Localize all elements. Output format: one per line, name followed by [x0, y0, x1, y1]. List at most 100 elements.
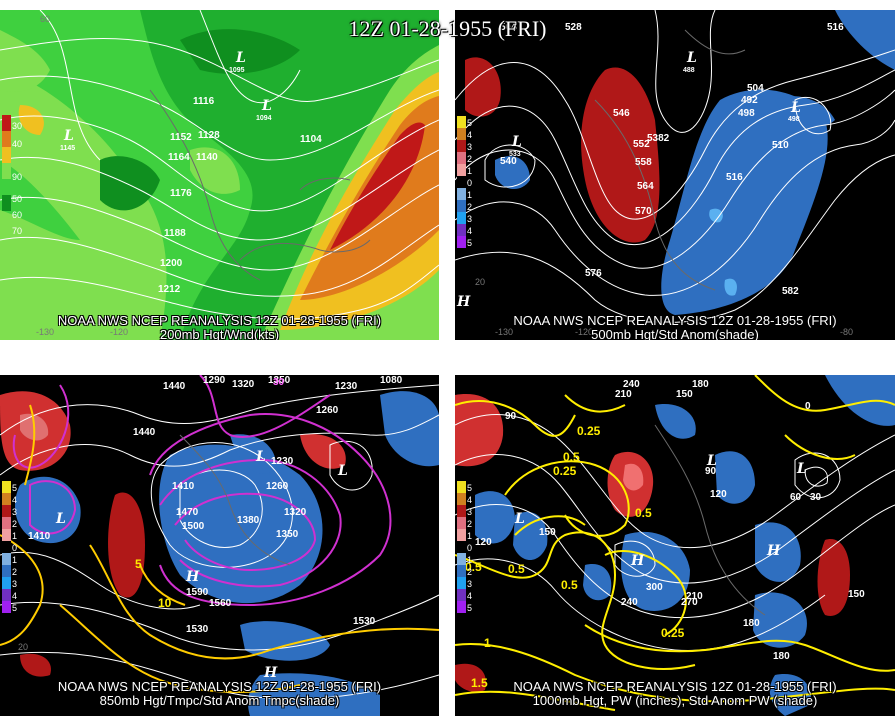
temp-label: 10	[158, 596, 172, 610]
legend-label: 60	[12, 210, 23, 220]
pw-label: 0.25	[553, 464, 577, 478]
low-value: 498	[788, 116, 800, 123]
low-center: L	[261, 98, 272, 114]
panel-1000mb: 240 210 180 150 120 90 60 30 0 270 300 2…	[455, 375, 895, 716]
height-label: 1128	[198, 130, 220, 141]
legend-label: 90	[12, 172, 23, 182]
height-label: 150	[539, 527, 556, 538]
panel-caption: NOAA NWS NCEP REANALYSIS 12Z 01-28-1955 …	[0, 680, 439, 708]
map-1000mb: 240 210 180 150 120 90 60 30 0 270 300 2…	[455, 375, 895, 716]
legend-label: 4	[12, 591, 18, 601]
legend-label: 5	[12, 603, 18, 613]
height-label: 1440	[163, 381, 186, 392]
high-center: H	[630, 553, 645, 569]
height-label: 552	[633, 139, 650, 150]
height-label: 240	[621, 597, 638, 608]
lat-label: 20	[475, 277, 485, 287]
legend-label: 0	[467, 543, 473, 553]
lat-label: 60	[40, 14, 50, 24]
height-label: 1500	[182, 521, 205, 532]
height-label: 1410	[172, 481, 195, 492]
legend-label: 5	[467, 483, 473, 493]
caption-line2: 200mb Hgt/Wnd(kts)	[159, 327, 280, 341]
height-label: 1260	[316, 405, 339, 416]
high-center: H	[456, 294, 471, 310]
temp-label: 5	[135, 557, 142, 571]
legend-label: 2	[467, 567, 473, 577]
height-label: 1320	[232, 379, 255, 390]
height-label: 1350	[276, 529, 299, 540]
low-value: 1145	[60, 145, 75, 152]
low-value: 488	[683, 67, 695, 74]
height-label: 150	[676, 389, 693, 400]
legend-label: 3	[12, 579, 18, 589]
legend-label: 3	[12, 507, 18, 517]
temp-label: 30	[273, 377, 285, 388]
height-label: 582	[782, 286, 799, 297]
height-label: 90	[705, 466, 717, 477]
caption-line1: NOAA NWS NCEP REANALYSIS 12Z 01-28-1955 …	[513, 679, 837, 694]
height-label: 564	[637, 181, 654, 192]
high-center: H	[185, 569, 200, 585]
height-label: 210	[686, 591, 703, 602]
lon-label: -120	[575, 327, 593, 337]
height-label: 1164	[168, 152, 190, 163]
low-value: 533	[509, 151, 521, 158]
figure-title: 12Z 01-28-1955 (FRI)	[348, 16, 547, 41]
height-label: 1350	[268, 375, 291, 386]
height-label: 1104	[300, 134, 322, 145]
height-label: 1230	[335, 381, 358, 392]
low-center: L	[255, 449, 266, 465]
height-label: 516	[827, 22, 844, 33]
height-label: 0	[805, 401, 811, 412]
lat-label: 20	[18, 642, 28, 652]
pw-label: 0.25	[577, 424, 601, 438]
height-label: 210	[615, 389, 632, 400]
legend-label: 1	[12, 555, 18, 565]
height-label: 1212	[158, 284, 181, 295]
map-500mb: 504 528 516 546 552 5382 558 564 570 576…	[455, 10, 895, 340]
pw-label: 0.5	[508, 562, 525, 576]
map-850mb: 1440 1290 1320 1350 1080 1230 1260 1410 …	[0, 375, 439, 716]
legend-label: 1	[467, 190, 473, 200]
pw-label: 0.25	[661, 626, 685, 640]
legend-label: 2	[12, 567, 18, 577]
height-label: 1320	[284, 507, 307, 518]
height-label: 504	[500, 22, 517, 33]
height-label: 180	[743, 618, 760, 629]
height-label: 60	[790, 492, 802, 503]
legend-label: 4	[12, 495, 18, 505]
caption-line1: NOAA NWS NCEP REANALYSIS 12Z 01-28-1955 …	[57, 313, 382, 328]
height-label: 540	[500, 156, 517, 167]
height-label: 1380	[237, 515, 260, 526]
height-label: 504	[747, 83, 764, 94]
low-center: L	[63, 128, 74, 144]
height-label: 1080	[380, 375, 403, 386]
pw-label: 1.5	[471, 676, 488, 690]
panel-caption: NOAA NWS NCEP REANALYSIS 12Z 01-28-1955 …	[455, 314, 895, 341]
high-center: H	[766, 543, 781, 559]
height-label: 558	[635, 157, 652, 168]
height-label: 492	[741, 95, 758, 106]
legend-label: 5	[467, 118, 473, 128]
legend-label: 4	[467, 130, 473, 140]
legend-label: 4	[467, 226, 473, 236]
height-label: 300	[646, 582, 663, 593]
height-label: 576	[585, 268, 602, 279]
legend-label: 2	[12, 519, 18, 529]
panel-caption: NOAA NWS NCEP REANALYSIS 12Z 01-28-1955 …	[0, 313, 439, 341]
legend-label: 40	[12, 139, 23, 149]
legend-label: 1	[12, 531, 18, 541]
height-label: 1176	[170, 188, 192, 199]
low-center: L	[235, 50, 246, 66]
lon-label: -130	[495, 327, 513, 337]
low-center: L	[514, 511, 525, 527]
height-label: 1410	[28, 531, 51, 542]
caption-line2: 500mb Hgt/Std Anom(shade)	[591, 327, 759, 341]
low-center: L	[790, 100, 801, 116]
legend-label: 2	[467, 519, 473, 529]
legend-label: 1	[467, 166, 473, 176]
height-label: 120	[475, 537, 492, 548]
panel-200mb: 1116 1152 1128 1164 1140 1176 1188 1200 …	[0, 10, 439, 340]
